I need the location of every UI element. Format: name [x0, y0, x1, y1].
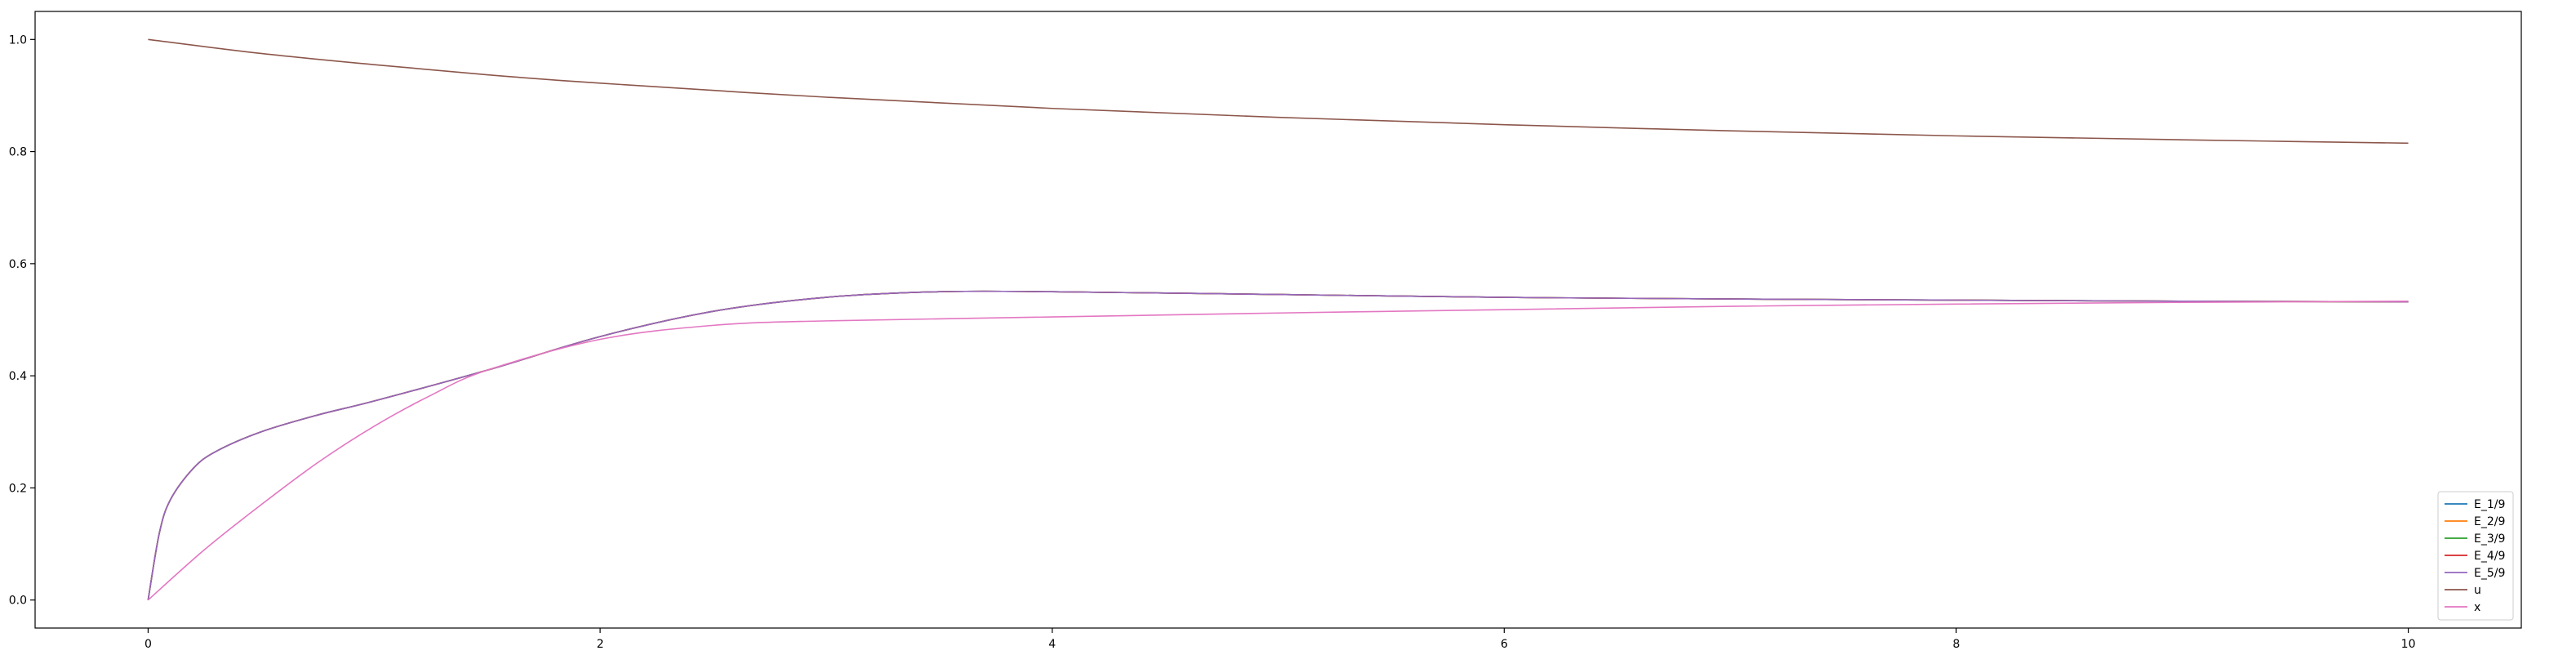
legend: E_1/9 E_2/9 E_3/9 E_4/9 E_5/9ux: [2437, 491, 2514, 621]
legend-label: E_5/9: [2474, 567, 2505, 580]
y-tick-label: 0.0: [9, 595, 27, 608]
x-tick-label: 6: [1501, 638, 1508, 651]
series-line-6: [148, 38, 2409, 145]
x-tick-label: 8: [1952, 638, 1960, 651]
legend-label: u: [2474, 584, 2481, 597]
y-tick-label: 0.2: [9, 482, 27, 495]
series-line-5: [147, 290, 2409, 600]
series-line-7: [147, 301, 2409, 601]
axes-frame: [34, 11, 2522, 629]
legend-label: E_2/9: [2474, 515, 2505, 528]
x-axis: 0 2 4 6 8 10: [145, 628, 2416, 651]
legend-label: E_4/9: [2474, 550, 2505, 563]
x-tick-label: 10: [2401, 638, 2416, 651]
y-tick-label: 0.6: [9, 258, 27, 271]
legend-label: x: [2474, 601, 2480, 614]
y-tick-label: 0.8: [9, 146, 27, 159]
plot-area: [147, 38, 2409, 601]
x-tick-label: 0: [145, 638, 152, 651]
x-tick-label: 2: [597, 638, 604, 651]
legend-label: E_3/9: [2474, 532, 2505, 546]
y-axis: 0.0 0.2 0.4 0.6 0.8 1.0: [9, 33, 35, 608]
y-tick-label: 0.4: [9, 370, 27, 383]
y-tick-label: 1.0: [9, 33, 27, 47]
legend-label: E_1/9: [2474, 498, 2505, 511]
legend-box: [2437, 491, 2514, 621]
x-tick-label: 4: [1048, 638, 1056, 651]
